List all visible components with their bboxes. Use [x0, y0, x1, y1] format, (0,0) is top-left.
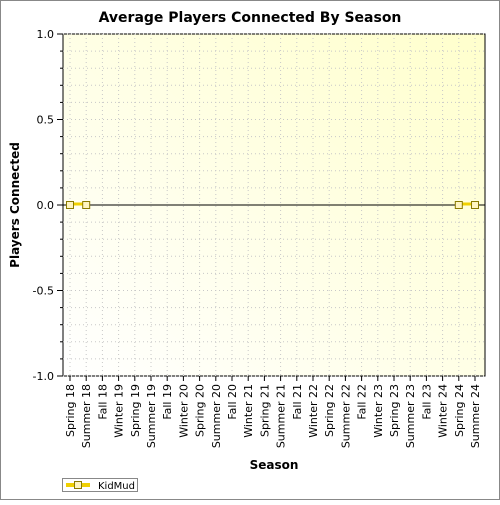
x-tick-label: Fall 21: [291, 384, 304, 420]
x-tick-label: Summer 23: [404, 384, 417, 448]
y-axis: 1.0 0.5 0.0 -0.5 -1.0: [33, 28, 63, 383]
x-tick-label: Fall 23: [420, 384, 433, 420]
x-tick-label: Spring 22: [323, 384, 336, 437]
x-tick-label: Spring 18: [64, 384, 77, 437]
x-axis-label: Season: [250, 458, 299, 472]
x-tick-label: Spring 24: [453, 384, 466, 437]
x-tick-label: Winter 24: [437, 384, 450, 438]
y-tick-label: -1.0: [33, 370, 54, 383]
y-tick-label: 0.5: [37, 114, 55, 127]
legend-item-label: KidMud: [98, 481, 135, 492]
x-tick-label: Spring 20: [194, 384, 207, 437]
x-tick-label: Summer 19: [145, 384, 158, 448]
data-point: [471, 201, 479, 209]
x-tick-label: Summer 22: [339, 384, 352, 448]
series-kidmud: [66, 201, 479, 209]
y-tick-label: 1.0: [37, 28, 55, 41]
data-point: [82, 201, 91, 209]
x-tick-label: Spring 19: [129, 384, 142, 437]
x-tick-label: Summer 24: [469, 384, 482, 448]
grid-lines: [63, 33, 485, 377]
x-tick-label: Fall 20: [226, 384, 239, 420]
x-tick-label: Spring 23: [388, 384, 401, 437]
x-tick-label: Fall 19: [161, 384, 174, 420]
x-axis: Spring 18 Summer 18 Fall 18 Winter 19 Spring…: [64, 376, 482, 448]
x-tick-label: Winter 20: [177, 384, 190, 438]
x-tick-label: Spring 21: [258, 384, 271, 437]
x-tick-label: Fall 22: [356, 384, 369, 420]
x-tick-label: Fall 18: [96, 384, 109, 420]
data-point: [66, 201, 74, 209]
chart-title: Average Players Connected By Season: [99, 10, 402, 26]
x-tick-label: Winter 23: [372, 384, 385, 438]
y-tick-label: -0.5: [33, 285, 54, 298]
data-point: [454, 201, 463, 209]
y-axis-label: Players Connected: [8, 142, 22, 268]
x-tick-label: Winter 19: [113, 384, 126, 438]
y-tick-label: 0.0: [37, 199, 55, 212]
x-tick-label: Winter 21: [242, 384, 255, 438]
x-tick-label: Winter 22: [307, 384, 320, 438]
legend-marker: [74, 481, 82, 489]
x-tick-label: Summer 20: [210, 384, 223, 448]
legend: KidMud: [62, 478, 138, 492]
x-tick-label: Summer 18: [80, 384, 93, 448]
x-tick-label: Summer 21: [275, 384, 288, 448]
